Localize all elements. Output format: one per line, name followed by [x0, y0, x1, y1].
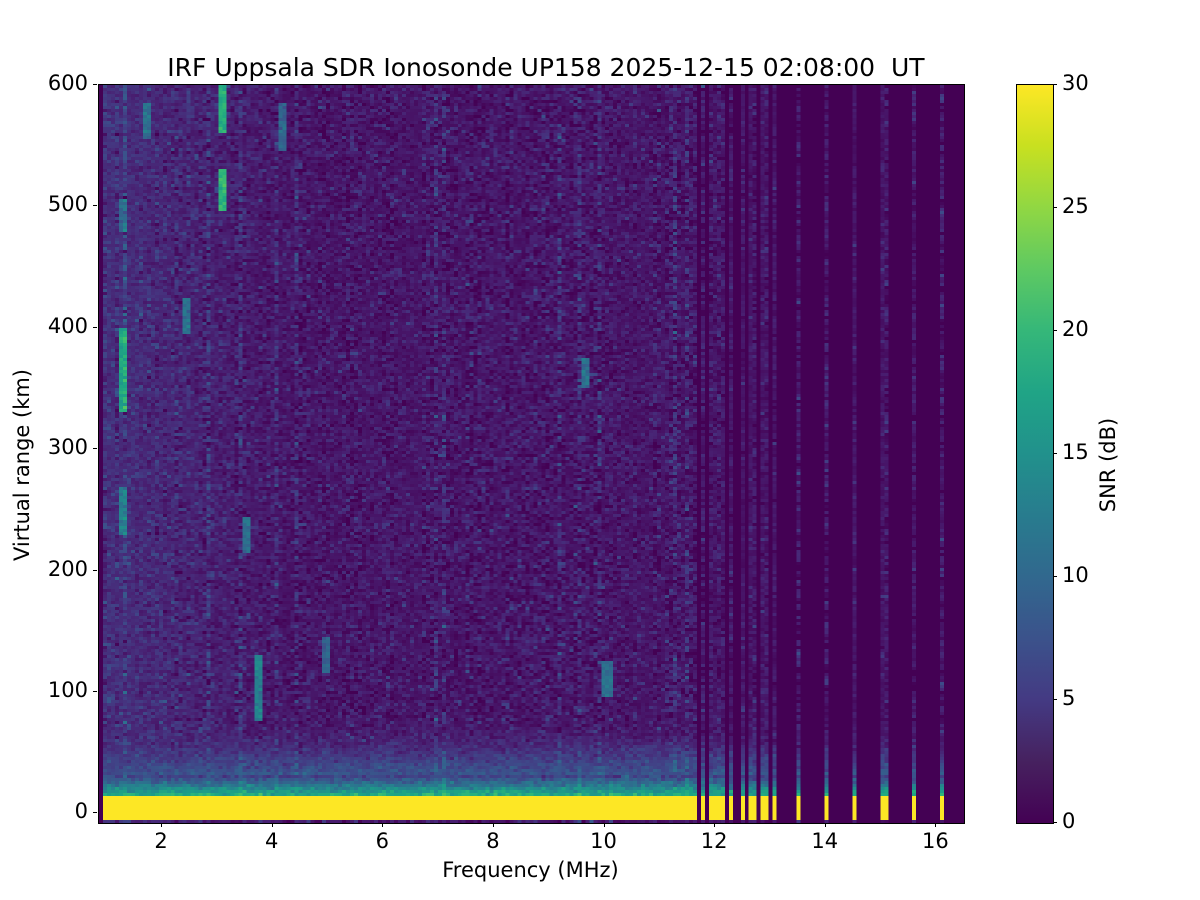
x-tick-mark [714, 823, 716, 827]
x-tick-mark [161, 823, 163, 827]
y-tick-mark [93, 84, 97, 85]
x-tick-label: 14 [811, 829, 839, 853]
y-tick-mark [93, 812, 97, 814]
x-tick-label: 10 [590, 829, 617, 853]
y-tick-mark [93, 326, 97, 328]
x-tick-label: 12 [700, 829, 728, 853]
colorbar-tick-label: 0 [1062, 809, 1076, 833]
colorbar-tick-mark [1053, 330, 1057, 331]
ionogram-heatmap [99, 85, 964, 823]
colorbar-tick-mark [1053, 84, 1057, 85]
y-tick-label: 200 [47, 556, 88, 581]
x-tick-label: 2 [154, 829, 168, 853]
x-tick-label: 8 [486, 829, 500, 853]
colorbar-tick-mark [1053, 207, 1057, 208]
colorbar-label: SNR (dB) [1096, 417, 1120, 513]
colorbar-tick-label: 15 [1062, 440, 1089, 464]
y-tick-mark [93, 448, 97, 450]
x-tick-mark [492, 823, 494, 827]
y-tick-mark [93, 690, 97, 692]
ionogram-plot-area[interactable] [98, 84, 965, 824]
y-tick-label: 100 [47, 677, 88, 702]
y-tick-label: 400 [47, 313, 88, 338]
x-tick-mark [935, 823, 937, 827]
x-tick-mark [824, 823, 826, 827]
x-tick-mark [603, 823, 605, 827]
x-axis-label: Frequency (MHz) [442, 858, 619, 882]
x-tick-mark [271, 823, 273, 827]
y-tick-label: 500 [47, 192, 88, 217]
y-tick-mark [93, 569, 97, 571]
y-tick-label: 0 [74, 799, 88, 824]
x-tick-label: 6 [375, 829, 389, 853]
x-tick-label: 4 [264, 829, 279, 853]
colorbar-tick-mark [1053, 822, 1057, 823]
colorbar-tick-mark [1053, 453, 1057, 454]
colorbar-tick-label: 5 [1062, 686, 1076, 710]
colorbar-tick-mark [1053, 576, 1057, 577]
x-tick-label: 16 [921, 829, 949, 853]
colorbar-tick-label: 20 [1062, 317, 1089, 341]
x-tick-mark [382, 823, 384, 827]
y-axis-label: Virtual range (km) [10, 368, 34, 562]
figure-title-line1: IRF Uppsala SDR Ionosonde UP158 2025-12-… [167, 53, 925, 82]
y-tick-label: 300 [47, 435, 88, 460]
colorbar-tick-label: 30 [1062, 71, 1089, 95]
colorbar-tick-label: 10 [1062, 563, 1089, 587]
y-tick-label: 600 [47, 71, 88, 95]
colorbar-tick-label: 25 [1062, 194, 1089, 218]
heatmap-canvas [99, 85, 964, 823]
y-tick-mark [93, 205, 97, 207]
colorbar[interactable] [1016, 84, 1054, 824]
colorbar-tick-mark [1053, 699, 1057, 700]
